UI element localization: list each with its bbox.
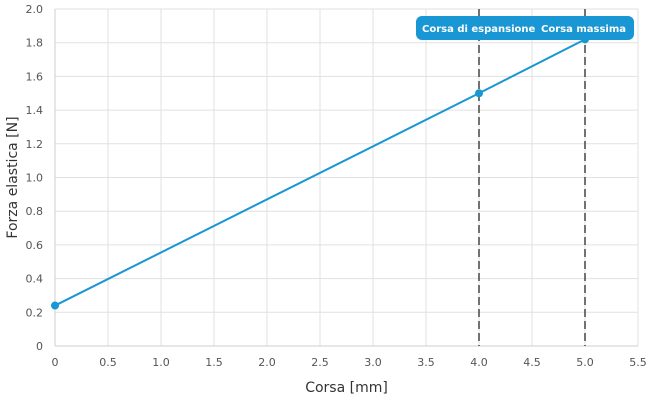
y-axis-title: Forza elastica [N] [5,116,21,238]
series [51,35,589,310]
data-point[interactable] [51,301,59,310]
x-tick-label: 1.5 [205,356,223,369]
y-tick-label: 1.2 [26,138,44,151]
x-tick-label: 2.5 [311,356,329,369]
y-tick-label: 0.8 [26,205,44,218]
x-tick-label: 3.5 [417,356,435,369]
data-point[interactable] [475,89,483,98]
x-tick-label: 1.0 [152,356,170,369]
x-tick-label: 5.0 [576,356,594,369]
y-tick-label: 2.0 [26,3,44,16]
y-tick-label: 1.4 [26,104,44,117]
y-tick-label: 0.2 [26,306,44,319]
marker-label: Corsa di espansione [422,24,536,35]
x-tick-label: 2.0 [258,356,276,369]
x-tick-label: 5.5 [629,356,647,369]
y-tick-label: 0.4 [26,273,44,286]
y-tick-label: 1.0 [26,172,44,185]
x-tick-label: 4.5 [523,356,541,369]
x-tick-label: 0.5 [99,356,117,369]
x-axis-title: Corsa [mm] [305,380,388,396]
x-tick-label: 0 [52,356,59,369]
x-tick-label: 3.0 [364,356,382,369]
marker-labels: Corsa di espansione Corsa massima [416,16,634,40]
y-tick-label: 0.6 [26,239,44,252]
marker-label: Corsa massima [541,24,626,35]
y-tick-label: 0 [36,340,43,353]
x-tick-label: 4.0 [470,356,488,369]
y-tick-label: 1.6 [26,70,44,83]
marker-label-badge [416,16,634,40]
y-tick-label: 1.8 [26,37,44,50]
grid [54,8,639,347]
vertical-markers [478,9,586,346]
axes: 0 0.5 1.0 1.5 2.0 2.5 3.0 3.5 4.0 4.5 5.0 5.5 0 0.2 0.… [26,3,647,369]
